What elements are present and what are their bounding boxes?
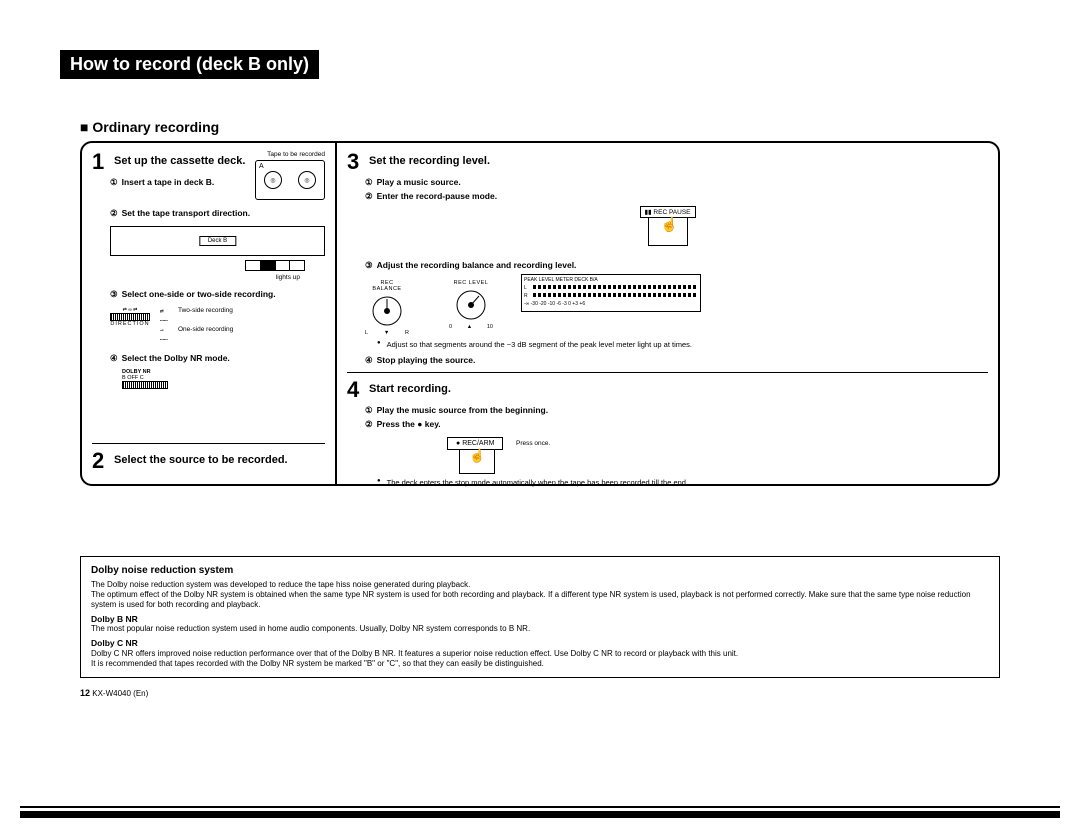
dolby-b-title: Dolby B NR (91, 614, 989, 625)
step4-sub1: Play the music source from the beginning… (377, 405, 548, 416)
page-footer: 12 KX-W4040 (En) (80, 688, 1000, 698)
section-heading: Ordinary recording (80, 119, 1020, 135)
direction-switch: ⇄ ∞ ⇄ DIRECTION (110, 307, 150, 345)
step-3-title: Set the recording level. (369, 151, 490, 167)
step3-sub1: Play a music source. (377, 177, 461, 188)
step3-note: Adjust so that segments around the −3 dB… (377, 340, 988, 349)
dolby-title: Dolby noise reduction system (91, 565, 989, 578)
dolby-c-text: Dolby C NR offers improved noise reducti… (91, 649, 989, 659)
right-column: 3 Set the recording level. ①Play a music… (337, 143, 998, 484)
deck-b-label: Deck B (199, 236, 236, 246)
deck-illustration: Deck B (110, 226, 325, 256)
step1-sub2: Set the tape transport direction. (122, 208, 250, 219)
step4-sub2: Press the ● key. (377, 419, 441, 430)
step1-sub4: Select the Dolby NR mode. (122, 353, 230, 364)
dolby-p2: The optimum effect of the Dolby NR syste… (91, 590, 989, 610)
cassette-icon: ◎◎ A (255, 160, 325, 200)
rec-level-knob: REC LEVEL 0▲10 (449, 280, 493, 336)
dolby-p1: The Dolby noise reduction system was dev… (91, 580, 989, 590)
peak-level-meter: PEAK LEVEL METER DECK B/A L R -∞ -30 -20… (521, 274, 701, 312)
rec-pause-illustration: ▮▮ REC PAUSE ☝ (638, 206, 698, 256)
instructions-box: 1 Set up the cassette deck. ①Insert a ta… (80, 141, 1000, 486)
book-edge-decoration (20, 806, 1060, 820)
dolby-note: It is recommended that tapes recorded wi… (91, 659, 989, 669)
lights-up-label: lights up (92, 274, 300, 281)
step1-sub3: Select one-side or two-side recording. (122, 289, 276, 300)
step3-sub3: Adjust the recording balance and recordi… (377, 260, 577, 271)
step-3-number: 3 (347, 151, 363, 173)
step-2-title: Select the source to be recorded. (114, 450, 288, 466)
press-once-label: Press once. (516, 440, 550, 447)
step3-sub4: Stop playing the source. (377, 355, 476, 366)
direction-switch-icon (245, 260, 305, 271)
step3-sub2: Enter the record-pause mode. (377, 191, 497, 202)
left-column: 1 Set up the cassette deck. ①Insert a ta… (82, 143, 337, 484)
step-1-title: Set up the cassette deck. (114, 151, 245, 167)
step-4-number: 4 (347, 379, 363, 401)
step1-sub1: Insert a tape in deck B. (122, 177, 215, 188)
step-1-number: 1 (92, 151, 108, 173)
step4-note: The deck enters the stop mode automatica… (377, 478, 988, 487)
step-4-title: Start recording. (369, 379, 451, 395)
dolby-b-text: The most popular noise reduction system … (91, 624, 989, 634)
step-2-number: 2 (92, 450, 108, 472)
rec-balance-knob: REC BALANCE L▼R (365, 280, 409, 336)
dolby-c-title: Dolby C NR (91, 638, 989, 649)
direction-notes: ⇄ ……Two-side recording ⇀ ……One-side reco… (160, 307, 325, 345)
dolby-info-box: Dolby noise reduction system The Dolby n… (80, 556, 1000, 678)
dolby-switch: DOLBY NR B OFF C (122, 369, 168, 389)
tape-note: Tape to be recorded (247, 151, 325, 158)
page-title: How to record (deck B only) (60, 50, 319, 79)
